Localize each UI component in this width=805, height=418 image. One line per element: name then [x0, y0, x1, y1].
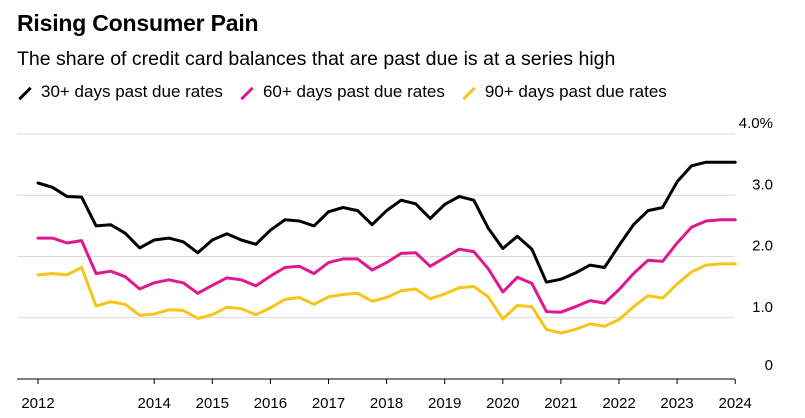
series-line-30-days	[36, 160, 737, 284]
x-tick-label: 2018	[370, 395, 403, 412]
x-tick-label: 2022	[602, 395, 635, 412]
y-tick-label: 2.0	[752, 238, 773, 255]
legend-label-30-days: 30+ days past due rates	[41, 82, 223, 101]
x-tick-label: 2024	[719, 395, 752, 412]
x-tick-label: 2020	[486, 395, 519, 412]
legend: 30+ days past due rates 60+ days past du…	[17, 82, 683, 102]
x-tick-label: 2015	[196, 395, 229, 412]
legend-item-30-days: 30+ days past due rates	[17, 82, 223, 102]
x-tick-label: 2017	[312, 395, 345, 412]
chart-subtitle: The share of credit card balances that a…	[17, 48, 616, 70]
y-tick-label: 0	[765, 357, 773, 374]
y-tick-label: 4.0%	[739, 115, 773, 132]
x-tick-label: 2016	[254, 395, 287, 412]
x-tick-label: 2023	[660, 395, 693, 412]
legend-label-90-days: 90+ days past due rates	[484, 82, 667, 101]
chart-title: Rising Consumer Pain	[17, 10, 259, 36]
series-line-60-days	[36, 218, 737, 314]
x-tick-label: 2019	[428, 395, 461, 412]
x-tick-label: 2021	[544, 395, 577, 412]
x-tick-label: 2012	[21, 395, 54, 412]
y-tick-label: 3.0	[752, 176, 773, 193]
x-tick-label: 2014	[138, 395, 171, 412]
legend-label-60-days: 60+ days past due rates	[262, 82, 445, 101]
series-line-90-days	[36, 262, 737, 335]
legend-item-60-days: 60+ days past due rates	[239, 82, 445, 102]
y-tick-label: 1.0	[752, 299, 773, 316]
legend-item-90-days: 90+ days past due rates	[461, 82, 667, 102]
